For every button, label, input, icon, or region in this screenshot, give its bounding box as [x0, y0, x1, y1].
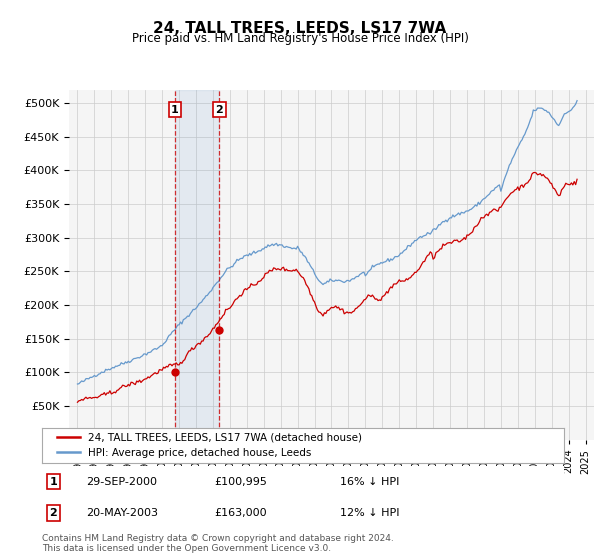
- Text: 1: 1: [171, 105, 179, 115]
- Legend: 24, TALL TREES, LEEDS, LS17 7WA (detached house), HPI: Average price, detached h: 24, TALL TREES, LEEDS, LS17 7WA (detache…: [52, 429, 366, 462]
- Text: 16% ↓ HPI: 16% ↓ HPI: [340, 477, 399, 487]
- Text: 24, TALL TREES, LEEDS, LS17 7WA: 24, TALL TREES, LEEDS, LS17 7WA: [154, 21, 446, 36]
- Text: 12% ↓ HPI: 12% ↓ HPI: [340, 508, 399, 518]
- Text: 2: 2: [50, 508, 58, 518]
- Bar: [175, 90, 220, 440]
- Text: 2: 2: [215, 105, 223, 115]
- Text: £100,995: £100,995: [214, 477, 267, 487]
- Text: Contains HM Land Registry data © Crown copyright and database right 2024.
This d: Contains HM Land Registry data © Crown c…: [42, 534, 394, 553]
- Text: 20-MAY-2003: 20-MAY-2003: [86, 508, 158, 518]
- Text: 1: 1: [50, 477, 58, 487]
- Text: Price paid vs. HM Land Registry's House Price Index (HPI): Price paid vs. HM Land Registry's House …: [131, 32, 469, 45]
- Text: 29-SEP-2000: 29-SEP-2000: [86, 477, 157, 487]
- Text: £163,000: £163,000: [214, 508, 267, 518]
